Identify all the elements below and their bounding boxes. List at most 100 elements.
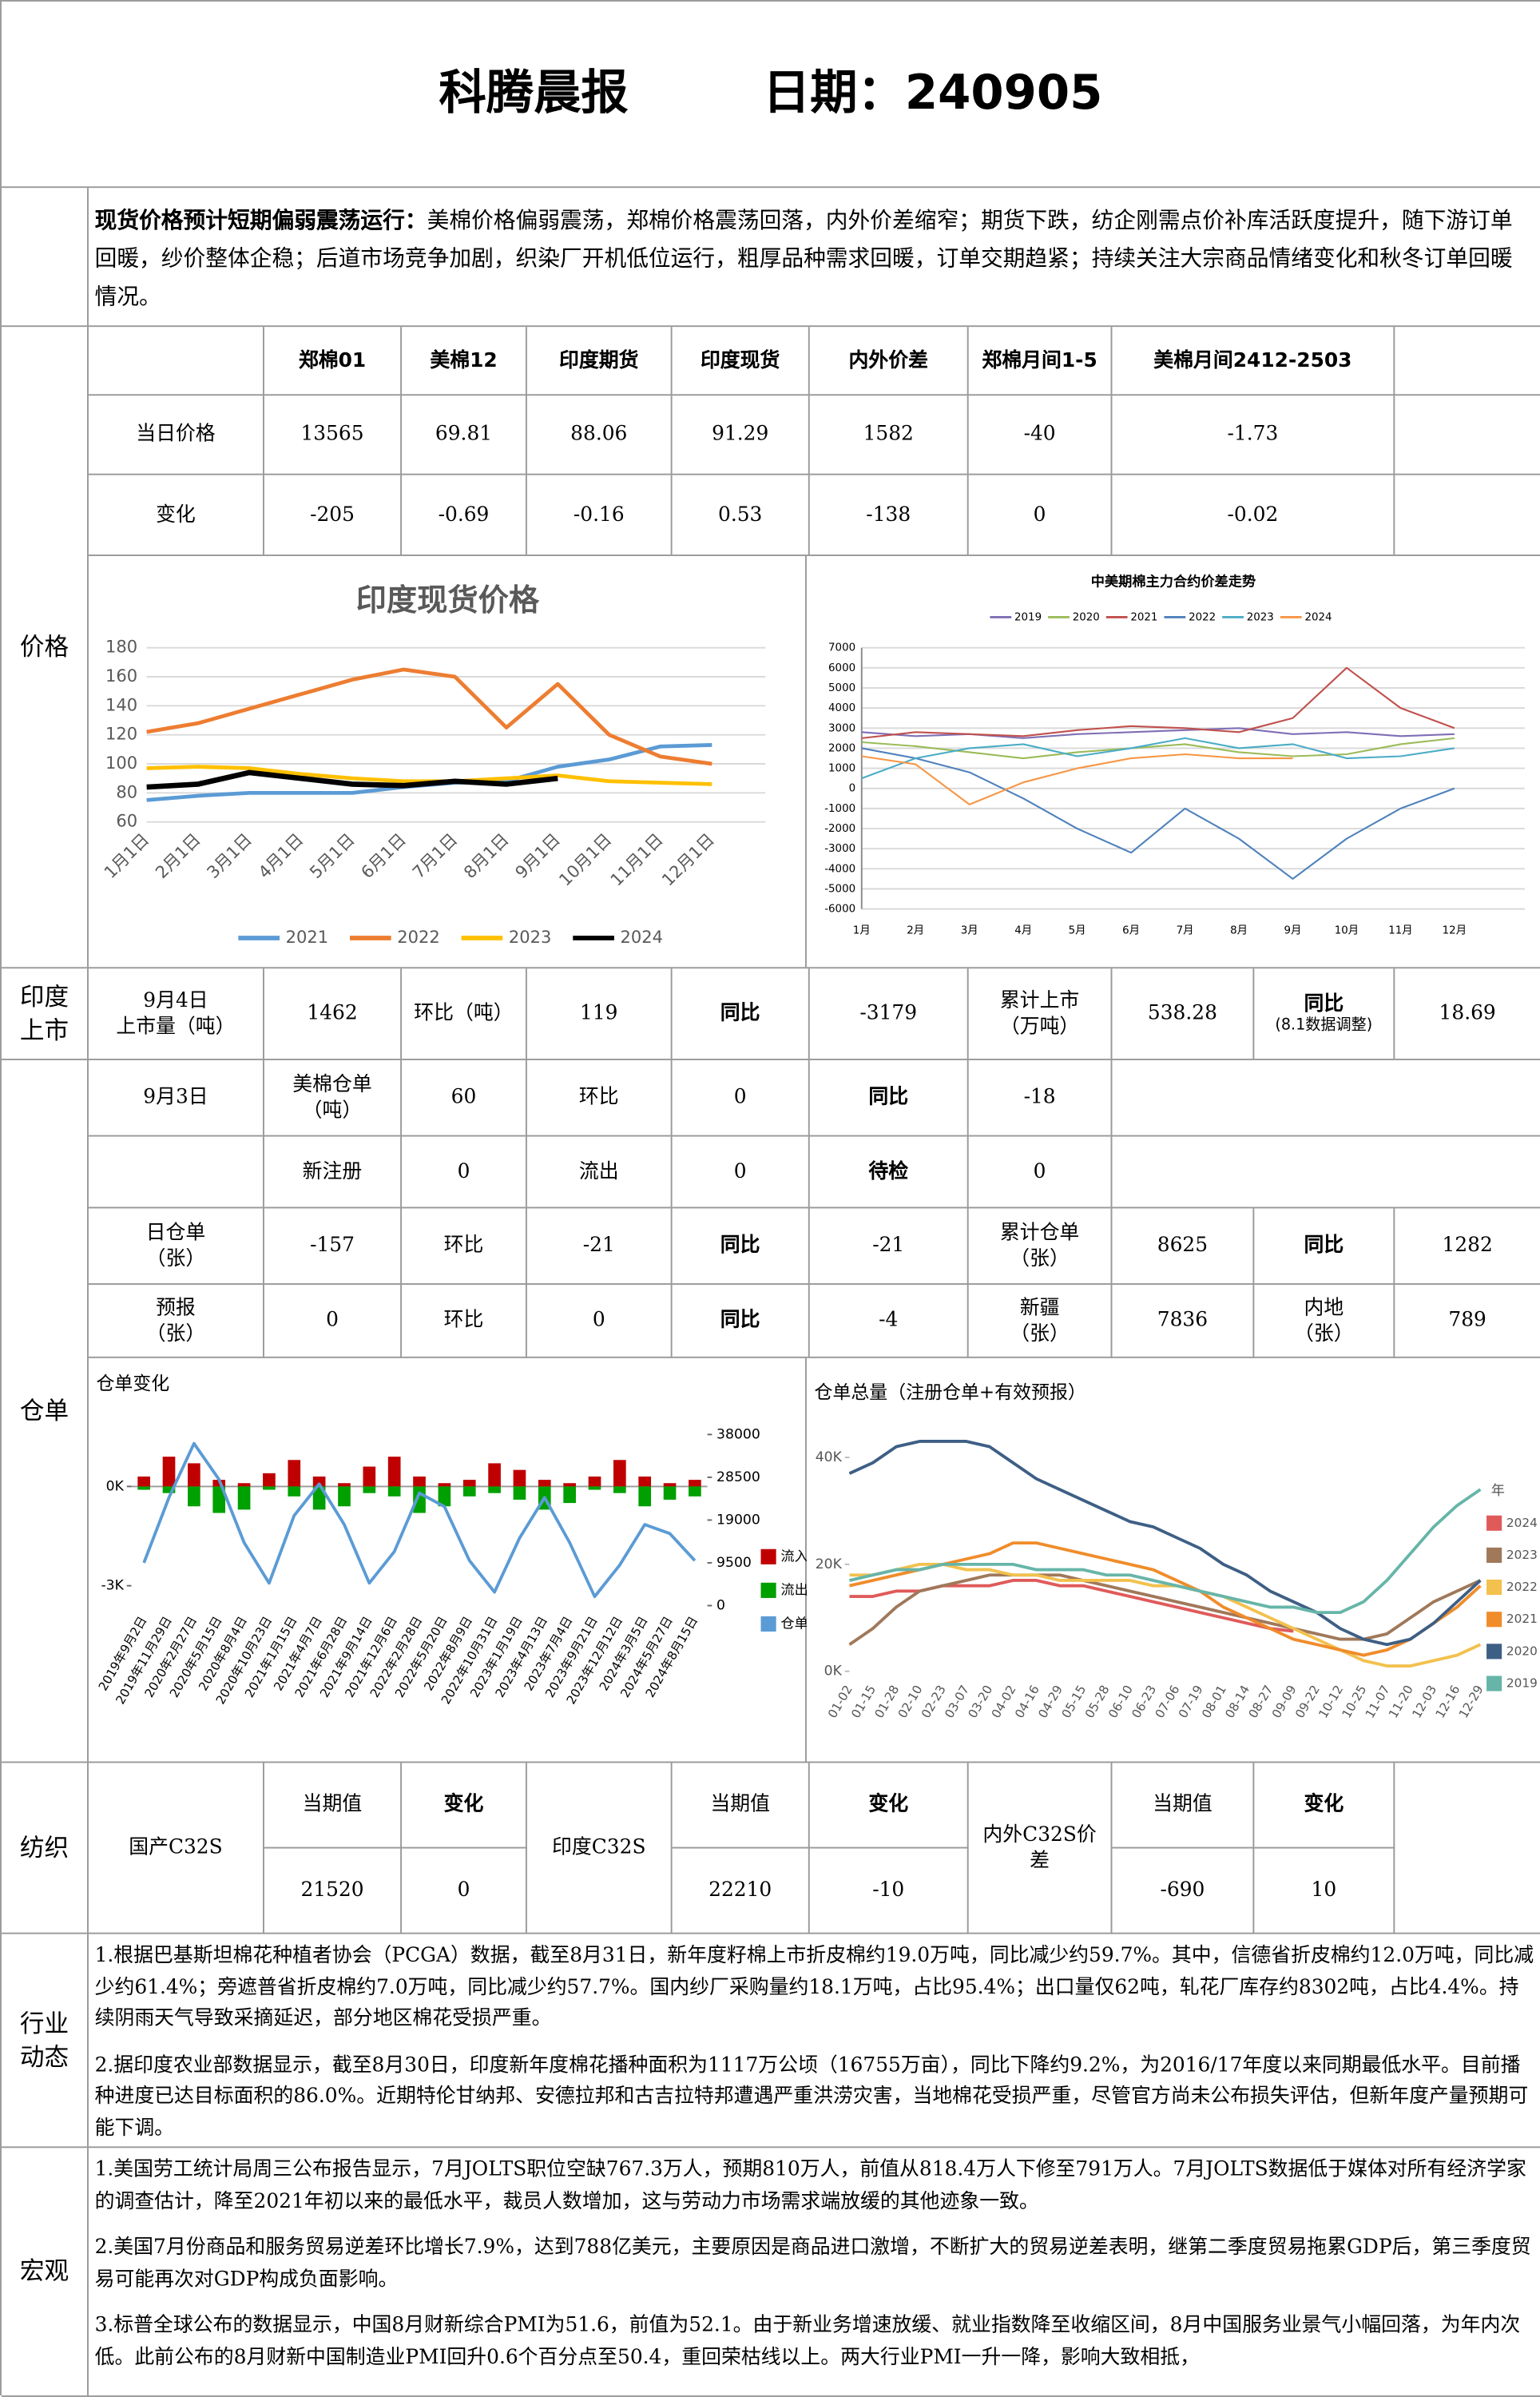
bar — [663, 1483, 677, 1487]
bar — [263, 1486, 276, 1490]
news-paragraph: 2.据印度农业部数据显示，截至8月30日，印度新年度棉花播种面积为1117万公顷… — [94, 2053, 1529, 2140]
summary: 现货价格预计短期偏弱震荡运行：美棉价格偏弱震荡，郑棉价格震荡回落，内外价差缩窄；… — [88, 188, 1540, 328]
y-tick-label: 100 — [105, 753, 137, 773]
y-tick-label: 0K — [106, 1478, 125, 1494]
y-tick-label: 180 — [105, 637, 137, 657]
column-header: 美棉月间2412-2503 — [1112, 327, 1395, 396]
section-label: 价格 — [1, 327, 89, 969]
column-header: 内外价差 — [809, 327, 969, 396]
table-cell: 同比 (8.1数据调整) — [1254, 968, 1395, 1060]
chart-title: 仓单总量（注册仓单+有效预报） — [814, 1382, 1086, 1403]
row-label: 变化 — [88, 475, 264, 556]
news-text: 1.根据巴基斯坦棉花种植者协会（PCGA）数据，截至8月31日，新年度籽棉上市折… — [88, 1934, 1540, 2149]
table-cell: 新注册 — [264, 1136, 403, 1209]
bar — [137, 1476, 151, 1487]
bar — [413, 1476, 426, 1487]
table-cell: -4 — [809, 1284, 969, 1358]
table-cell: 538.28 — [1112, 968, 1255, 1060]
table-cell: 同比 — [1254, 1208, 1395, 1285]
legend-label: 2023 — [1506, 1548, 1538, 1562]
chart-frame — [88, 555, 807, 969]
y-tick-label: 6000 — [828, 662, 855, 674]
report-date: 日期：240905 — [762, 66, 1103, 121]
x-tick-label: 1月1日 — [100, 829, 153, 882]
y-tick-label: -3K — [101, 1578, 124, 1594]
x-tick-label: 4月 — [1014, 924, 1032, 936]
y-tick-label: 7000 — [828, 642, 855, 654]
bar — [689, 1480, 701, 1487]
table-cell: 10 — [1254, 1848, 1395, 1934]
table-cell: 累计上市 （万吨） — [968, 968, 1113, 1060]
news-paragraph: 3.标普全球公布的数据显示，中国8月财新综合PMI为51.6，前值为52.1。由… — [94, 2314, 1521, 2369]
price-value: -0.02 — [1112, 475, 1395, 556]
y-tick-label: 20K — [816, 1556, 843, 1572]
bar — [462, 1480, 476, 1487]
bar — [613, 1486, 626, 1493]
legend-title: 年 — [1491, 1483, 1505, 1499]
x-tick-label: 6月 — [1122, 924, 1140, 936]
chart: 中美期棉主力合约价差走势 -6000 -5000 -4000 -3000 -2000 -10… — [824, 573, 1525, 936]
bar — [588, 1476, 601, 1487]
column-header: 当期值 — [264, 1763, 403, 1849]
legend-label: 流出 — [780, 1582, 807, 1598]
price-value: 1582 — [809, 396, 969, 475]
legend-label: 2023 — [509, 927, 551, 947]
legend-label: 流入 — [780, 1548, 807, 1564]
y-tick-label: -1000 — [824, 803, 855, 815]
x-tick-label: 11月1日 — [606, 829, 667, 890]
y-tick-label: 2000 — [828, 742, 855, 754]
legend-label: 2022 — [397, 927, 439, 947]
price-value: -0.16 — [526, 475, 673, 556]
price-value: -138 — [809, 475, 969, 556]
x-tick-label: 11月 — [1388, 924, 1412, 936]
column-header: 当期值 — [672, 1763, 810, 1849]
news-text: 1.美国劳工统计局周三公布报告显示，7月JOLTS职位空缺767.3万人，预期8… — [88, 2148, 1540, 2397]
legend-label: 2020 — [1506, 1644, 1538, 1658]
x-tick-label: 4月1日 — [254, 829, 307, 882]
y2-tick-label: 19000 — [716, 1512, 760, 1528]
table-cell: 1282 — [1395, 1208, 1540, 1285]
x-tick-label: 2月 — [907, 924, 924, 936]
x-tick-label: 10月1日 — [555, 829, 616, 890]
y-tick-label: -2000 — [824, 823, 855, 835]
table-cell: 同比 — [809, 1059, 969, 1137]
x-tick-label: 2月1日 — [151, 829, 204, 882]
y2-tick-label: 28500 — [716, 1469, 760, 1485]
x-tick-label: 8月 — [1230, 924, 1248, 936]
table-cell: 1462 — [264, 968, 403, 1060]
bar — [513, 1486, 526, 1500]
blank-cell — [88, 327, 264, 396]
legend-label: 2021 — [1130, 611, 1157, 623]
table-cell: 待检 — [809, 1136, 969, 1209]
x-tick-label: 7月1日 — [408, 829, 461, 882]
chart-frame — [88, 1358, 807, 1763]
legend-label: 2022 — [1506, 1580, 1538, 1594]
table-cell: 0 — [672, 1136, 810, 1209]
y-tick-label: 4000 — [828, 702, 855, 714]
x-tick-label: 5月 — [1069, 924, 1086, 936]
legend-label: 2023 — [1247, 611, 1274, 623]
bar — [513, 1469, 526, 1487]
bar — [613, 1460, 626, 1487]
table-cell: 119 — [526, 968, 673, 1060]
y-tick-label: 1000 — [828, 763, 855, 775]
table-cell: 0 — [402, 1848, 527, 1934]
data-line — [861, 737, 1455, 780]
y-tick-label: 80 — [116, 781, 137, 801]
data-line — [861, 666, 1455, 739]
table-cell: -3179 — [809, 968, 969, 1060]
data-line — [849, 1562, 1482, 1668]
bar — [488, 1486, 501, 1493]
y-tick-label: 120 — [105, 724, 137, 744]
chart: 印度现货价格 60 80 100 120 140 160 180 1月1日2月1日3月1日4月1… — [100, 583, 766, 947]
y-tick-label: 40K — [816, 1449, 843, 1465]
blank-cell — [1112, 1137, 1540, 1209]
price-value: 88.06 — [526, 396, 673, 475]
table-cell: 21520 — [264, 1848, 403, 1934]
column-header: 印度期货 — [526, 327, 673, 396]
data-line — [849, 1579, 1294, 1633]
y-tick-label: 0 — [849, 783, 856, 795]
y-tick-label: -5000 — [824, 883, 855, 895]
bar — [263, 1473, 276, 1487]
